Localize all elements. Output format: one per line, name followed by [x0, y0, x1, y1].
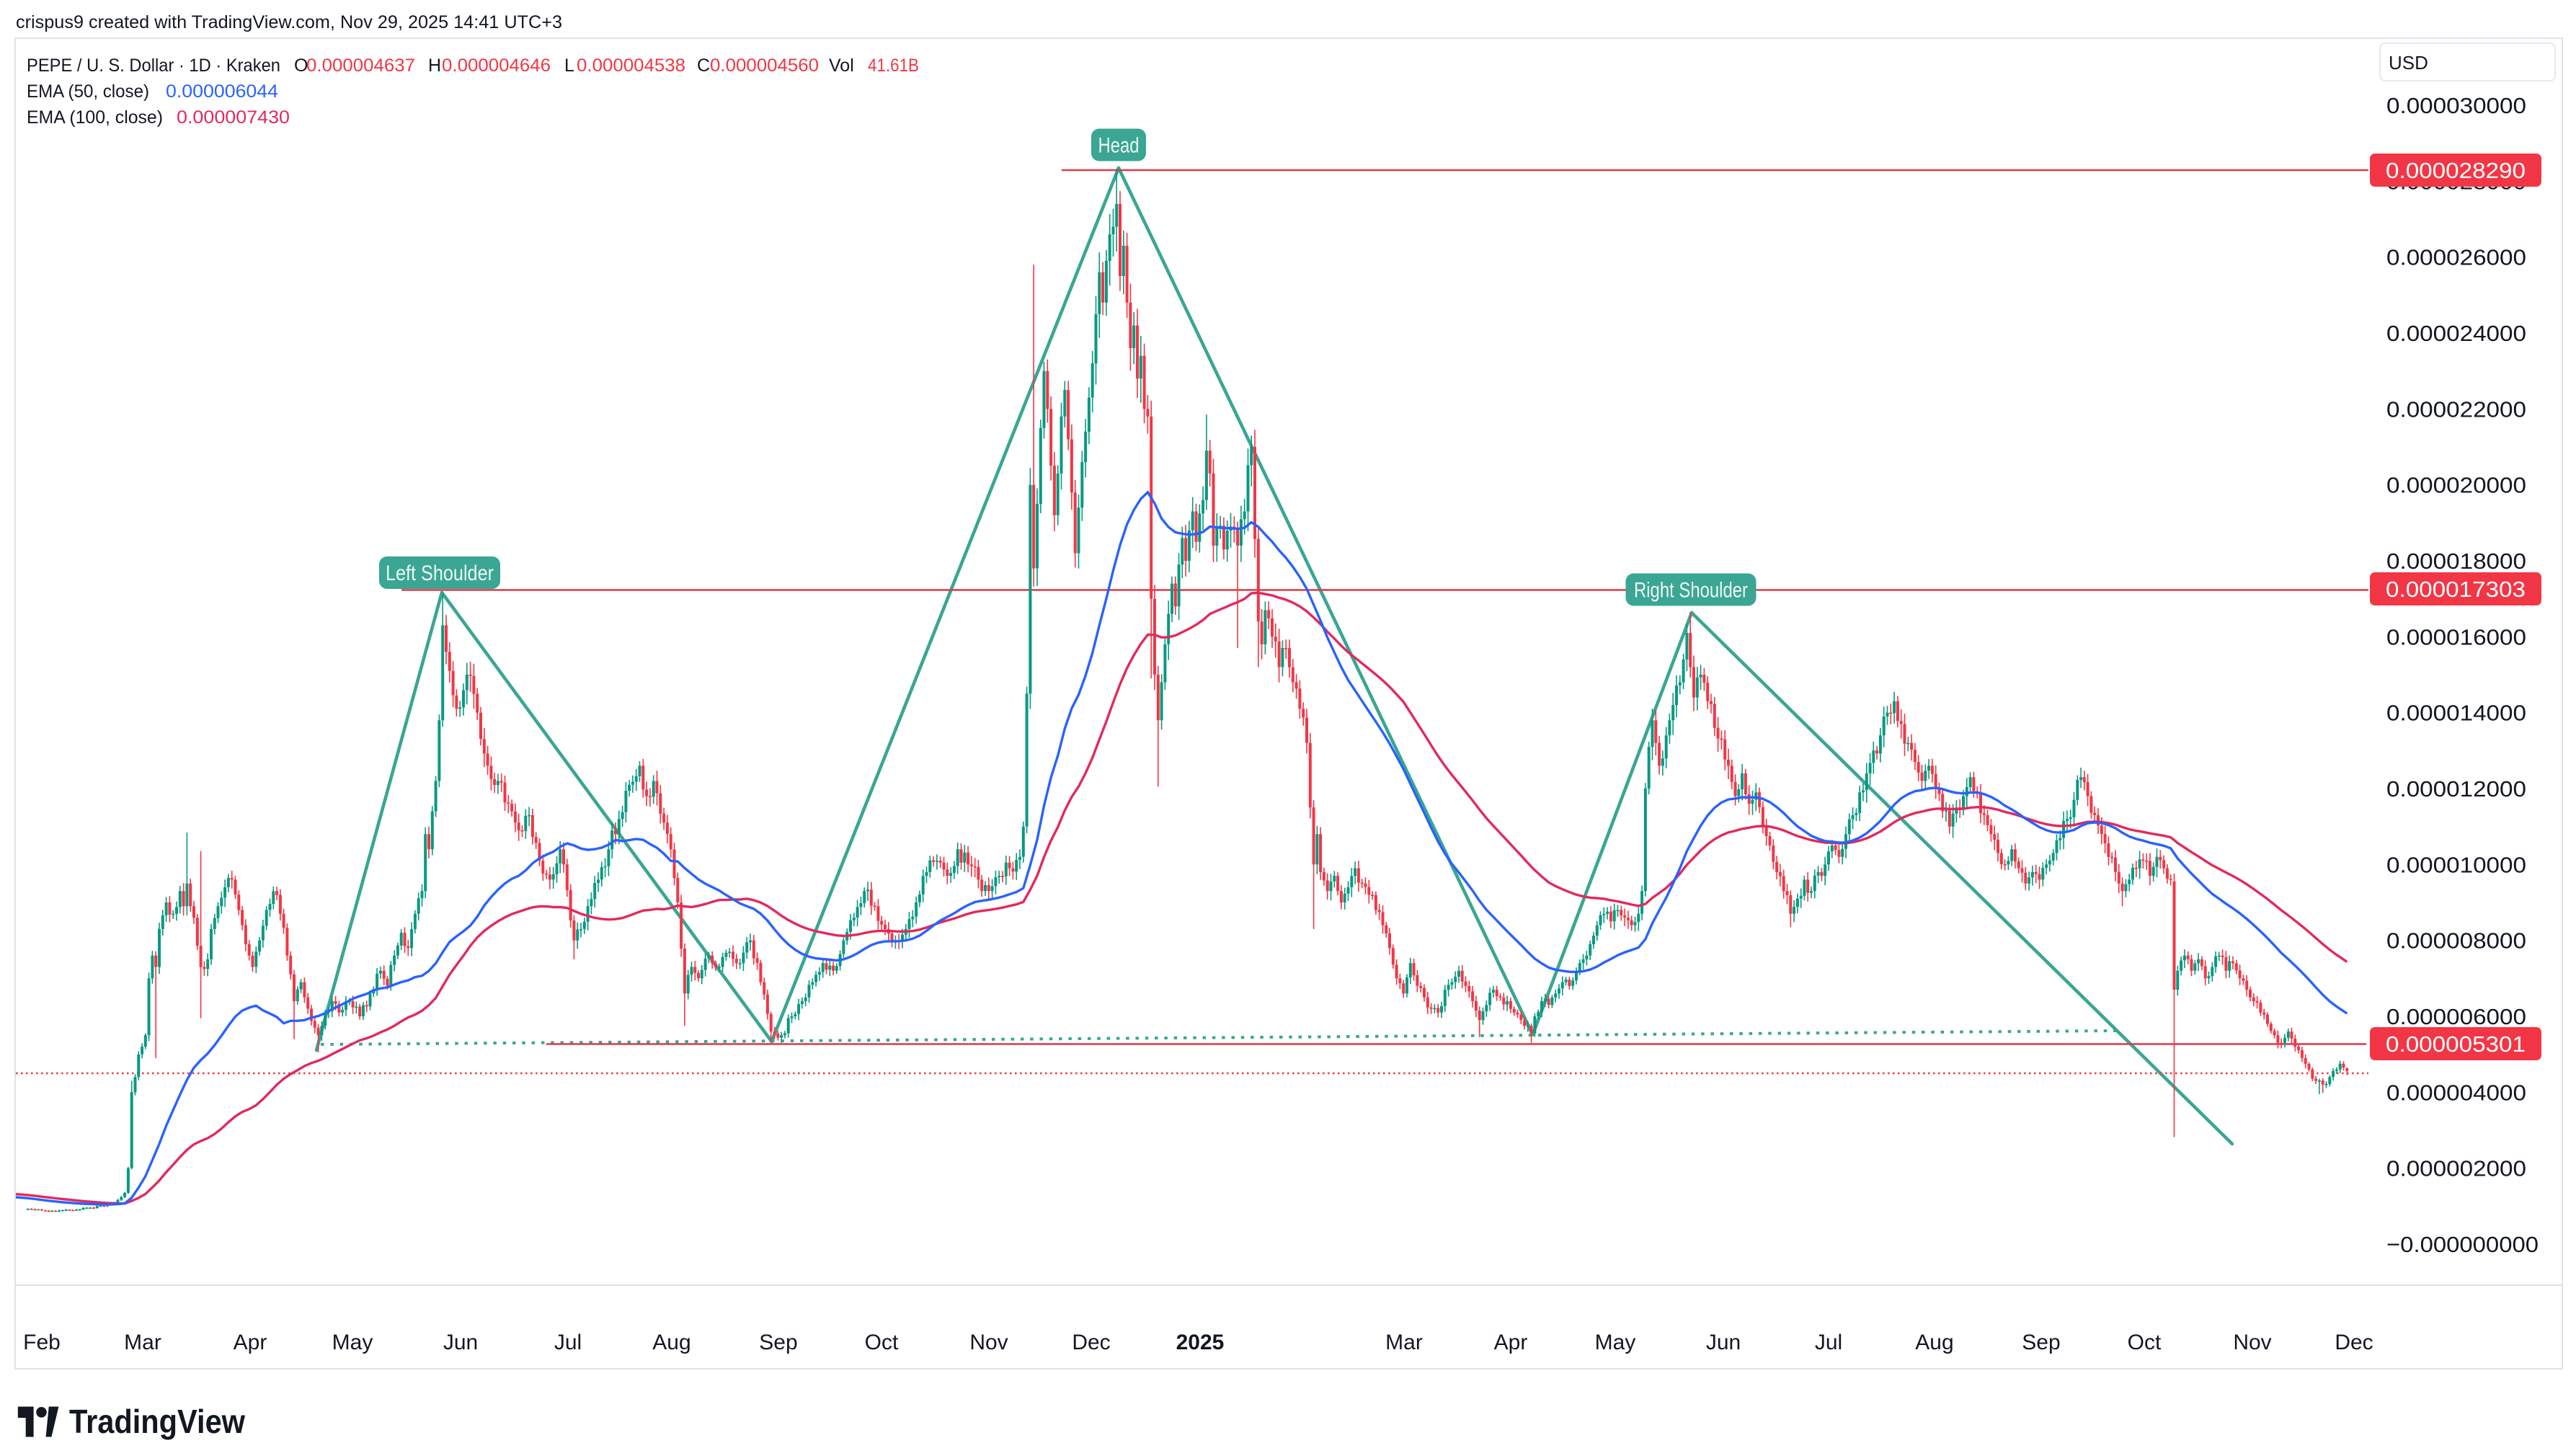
svg-text:0.000006044: 0.000006044	[166, 81, 278, 102]
svg-text:0.000022000: 0.000022000	[2386, 396, 2526, 422]
svg-text:0.000024000: 0.000024000	[2386, 321, 2526, 346]
svg-text:Aug: Aug	[652, 1331, 690, 1354]
svg-text:Oct: Oct	[865, 1331, 899, 1354]
svg-text:TradingView: TradingView	[69, 1403, 245, 1440]
svg-text:O: O	[294, 56, 308, 76]
svg-text:H: H	[428, 56, 441, 76]
svg-text:0.000012000: 0.000012000	[2386, 776, 2526, 802]
svg-text:0.000016000: 0.000016000	[2386, 624, 2526, 649]
svg-text:Mar: Mar	[1385, 1331, 1423, 1354]
svg-text:C: C	[697, 56, 710, 76]
svg-text:Dec: Dec	[1072, 1331, 1110, 1354]
svg-text:PEPE / U. S. Dollar · 1D · Kra: PEPE / U. S. Dollar · 1D · Kraken	[27, 56, 280, 76]
svg-text:Left Shoulder: Left Shoulder	[386, 561, 494, 585]
svg-text:0.000008000: 0.000008000	[2386, 928, 2526, 954]
svg-text:2025: 2025	[1176, 1331, 1225, 1354]
svg-text:0.000017303: 0.000017303	[2386, 577, 2526, 602]
svg-text:0.000004538: 0.000004538	[577, 56, 685, 76]
svg-text:−0.000000000: −0.000000000	[2386, 1232, 2539, 1257]
svg-text:Jun: Jun	[443, 1331, 478, 1354]
svg-text:0.000004646: 0.000004646	[442, 56, 551, 76]
svg-text:Vol: Vol	[829, 56, 854, 76]
svg-text:EMA (50, close): EMA (50, close)	[27, 81, 149, 102]
svg-text:Feb: Feb	[23, 1331, 61, 1354]
svg-text:Apr: Apr	[1494, 1331, 1528, 1354]
svg-text:0.000004637: 0.000004637	[306, 56, 415, 76]
svg-text:0.000010000: 0.000010000	[2386, 852, 2526, 877]
svg-text:0.000014000: 0.000014000	[2386, 701, 2526, 726]
svg-text:Sep: Sep	[2022, 1331, 2060, 1354]
svg-text:0.000005301: 0.000005301	[2386, 1031, 2526, 1057]
svg-text:0.000020000: 0.000020000	[2386, 473, 2526, 498]
svg-text:0.000030000: 0.000030000	[2386, 93, 2526, 118]
svg-text:crispus9 created with TradingV: crispus9 created with TradingView.com, N…	[16, 12, 562, 32]
svg-text:EMA (100, close): EMA (100, close)	[27, 107, 163, 128]
svg-text:0.000004000: 0.000004000	[2386, 1080, 2526, 1105]
svg-text:0.000026000: 0.000026000	[2386, 245, 2526, 270]
svg-text:May: May	[332, 1331, 373, 1354]
svg-text:Mar: Mar	[124, 1331, 161, 1354]
svg-text:Jul: Jul	[554, 1331, 582, 1354]
svg-text:0.000018000: 0.000018000	[2386, 549, 2526, 574]
svg-text:Head: Head	[1098, 134, 1140, 158]
svg-text:USD: USD	[2389, 52, 2428, 74]
svg-text:Sep: Sep	[759, 1331, 797, 1354]
svg-text:Nov: Nov	[2233, 1331, 2271, 1354]
svg-text:Right Shoulder: Right Shoulder	[1634, 579, 1748, 603]
svg-text:Oct: Oct	[2128, 1331, 2162, 1354]
svg-text:Apr: Apr	[234, 1331, 267, 1354]
svg-text:0.000004560: 0.000004560	[710, 56, 819, 76]
svg-text:Jul: Jul	[1815, 1331, 1842, 1354]
svg-text:Aug: Aug	[1915, 1331, 1953, 1354]
svg-text:Nov: Nov	[969, 1331, 1008, 1354]
svg-text:0.000007430: 0.000007430	[177, 107, 290, 128]
svg-text:L: L	[564, 56, 574, 76]
svg-text:0.000002000: 0.000002000	[2386, 1156, 2526, 1181]
svg-text:41.61B: 41.61B	[868, 56, 919, 76]
svg-text:0.000006000: 0.000006000	[2386, 1004, 2526, 1029]
svg-text:Dec: Dec	[2335, 1331, 2373, 1354]
svg-text:0.000028290: 0.000028290	[2386, 158, 2526, 183]
svg-text:May: May	[1595, 1331, 1636, 1354]
svg-text:Jun: Jun	[1706, 1331, 1741, 1354]
